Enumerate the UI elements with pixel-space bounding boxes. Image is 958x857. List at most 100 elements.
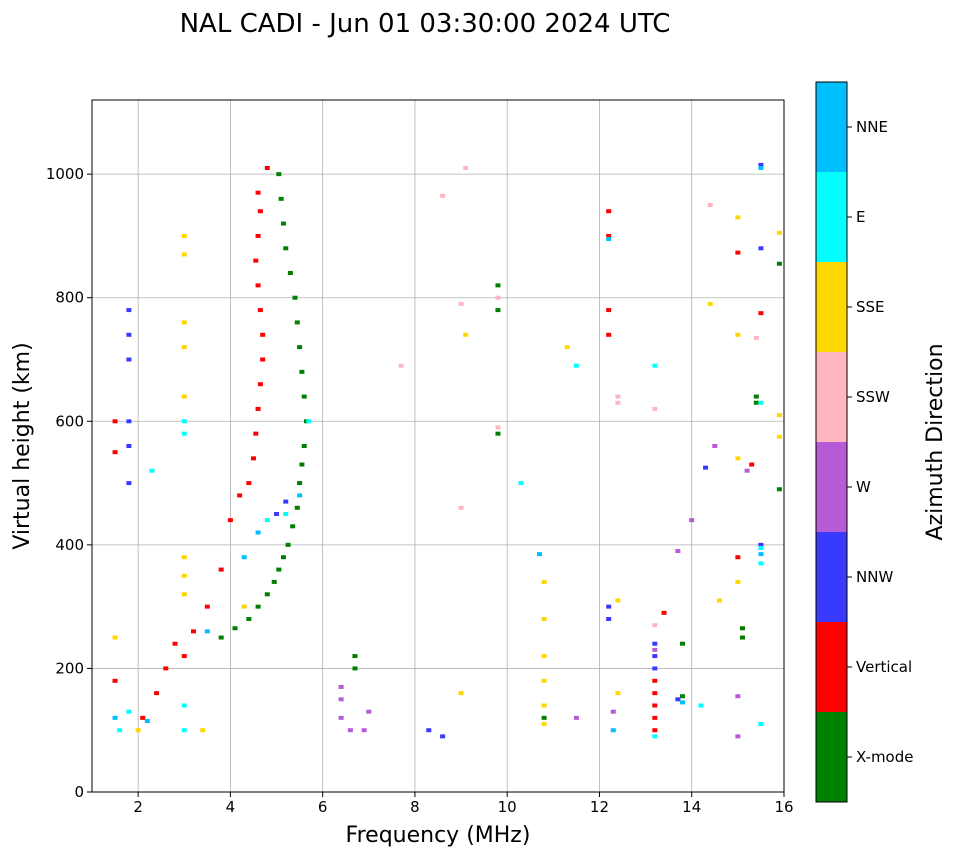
data-point [264, 518, 270, 523]
series-nne [112, 165, 764, 733]
x-tick-label: 8 [410, 798, 420, 816]
data-point [117, 728, 123, 733]
data-point [735, 734, 741, 739]
chart-title: NAL CADI - Jun 01 03:30:00 2024 UTC [180, 9, 671, 39]
colorbar-segment [816, 622, 847, 712]
data-point [753, 400, 759, 405]
colorbar-segment [816, 532, 847, 622]
data-point [246, 617, 252, 621]
data-point [758, 552, 764, 557]
data-point [292, 295, 298, 300]
data-point [257, 308, 263, 313]
data-point [253, 431, 259, 436]
data-point [126, 481, 132, 486]
data-point [541, 678, 547, 683]
data-point [716, 598, 722, 603]
data-point [518, 481, 524, 486]
data-point [163, 666, 169, 671]
y-tick-label: 800 [55, 289, 84, 307]
data-point [615, 400, 621, 405]
data-point [126, 444, 132, 448]
data-point [776, 413, 782, 418]
series-nnw [126, 162, 764, 739]
data-point [257, 382, 263, 387]
series-sse [112, 215, 782, 733]
data-point [283, 246, 289, 251]
data-point [299, 462, 305, 467]
colorbar-tick-label: NNE [856, 118, 888, 136]
colorbar-segment [816, 352, 847, 442]
data-point [181, 419, 187, 424]
data-point [241, 555, 247, 560]
data-point [255, 283, 261, 288]
data-point [126, 332, 132, 337]
data-point [227, 518, 233, 523]
data-point [615, 691, 621, 696]
data-point [338, 684, 344, 689]
data-point [758, 162, 764, 167]
data-point [306, 419, 312, 424]
data-point [495, 295, 501, 300]
colorbar-frame [815, 81, 848, 803]
data-point [735, 555, 741, 560]
data-point [264, 592, 270, 597]
data-point [606, 209, 612, 214]
data-point [112, 678, 118, 683]
data-point [606, 233, 612, 238]
x-tick-label: 6 [318, 798, 328, 816]
data-point [255, 604, 261, 609]
data-point [541, 715, 547, 720]
data-point [361, 728, 367, 733]
data-point [149, 468, 155, 473]
data-point [253, 258, 259, 263]
data-point [758, 311, 764, 316]
x-tick-label: 14 [682, 798, 701, 816]
data-point [698, 703, 704, 708]
data-point [338, 697, 344, 702]
data-point [135, 728, 141, 733]
data-point [126, 308, 132, 313]
data-point [274, 511, 280, 516]
colorbar-tick-label: SSE [856, 298, 885, 316]
data-point [255, 406, 261, 411]
series-w [338, 444, 750, 739]
data-point [440, 193, 446, 198]
data-point [280, 221, 286, 226]
plot-frame [91, 99, 785, 793]
data-point [758, 545, 764, 550]
y-tick-label: 1000 [46, 165, 84, 183]
data-point [181, 728, 187, 733]
data-point [758, 722, 764, 727]
data-point [689, 518, 695, 523]
data-point [652, 647, 658, 652]
data-point [426, 728, 432, 733]
data-point [652, 641, 658, 646]
data-point [458, 505, 464, 510]
data-point [541, 722, 547, 727]
data-point [541, 703, 547, 708]
data-point [615, 598, 621, 603]
data-point [283, 499, 289, 504]
data-point [739, 626, 745, 631]
data-point [190, 629, 196, 634]
data-point [181, 394, 187, 399]
data-point [680, 641, 686, 646]
data-point [652, 406, 658, 411]
data-point [776, 434, 782, 439]
data-point [181, 233, 187, 238]
data-point [463, 332, 469, 337]
data-point [615, 394, 621, 399]
x-axis-label: Frequency (MHz) [346, 823, 531, 848]
colorbar-segment [816, 172, 847, 262]
data-point [283, 511, 289, 516]
data-point [181, 555, 187, 560]
data-point [264, 165, 270, 170]
data-point [610, 728, 616, 733]
data-point [112, 715, 118, 720]
data-point [606, 332, 612, 337]
series-ssw [398, 165, 759, 628]
data-point [181, 573, 187, 578]
data-point [707, 203, 713, 208]
data-point [735, 215, 741, 220]
